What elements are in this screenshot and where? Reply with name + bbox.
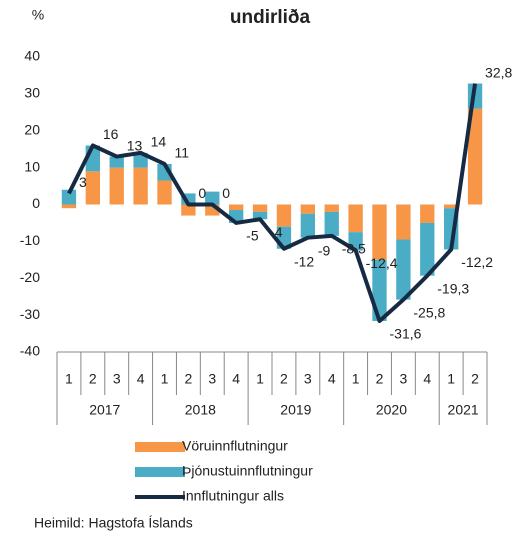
- x-tick-label: 1: [65, 371, 73, 387]
- bar: [181, 193, 196, 205]
- x-tick-label: 2: [184, 371, 192, 387]
- y-tick-label: -40: [20, 343, 40, 359]
- data-label: 0: [198, 185, 206, 201]
- legend-swatch: [135, 442, 185, 452]
- data-label: -12,4: [366, 255, 398, 271]
- bar: [276, 204, 292, 227]
- bar: [348, 204, 363, 233]
- data-label: 3: [79, 174, 87, 190]
- y-tick-label: 0: [32, 195, 40, 211]
- x-tick-label: 1: [256, 371, 264, 387]
- source: Heimild: Hagstofa Íslands: [34, 515, 193, 531]
- bar: [300, 213, 315, 238]
- x-tick-label: 4: [328, 371, 336, 387]
- y-tick-label: -30: [20, 306, 40, 322]
- x-tick-label: 3: [304, 371, 312, 387]
- bar: [420, 222, 435, 276]
- legend-label: Þjónustuinnflutningur: [182, 463, 313, 479]
- bar: [252, 211, 268, 220]
- bar: [252, 204, 268, 212]
- x-tick-label: 3: [113, 371, 121, 387]
- y-tick-label: -10: [20, 232, 40, 248]
- bar: [324, 204, 339, 212]
- x-tick-label: 2: [376, 371, 384, 387]
- data-label: 32,8: [485, 64, 512, 80]
- legend-label: Innflutningur alls: [182, 488, 284, 504]
- data-label: 13: [127, 137, 143, 153]
- x-group-label: 2017: [89, 402, 120, 418]
- x-group-label: 2021: [448, 402, 479, 418]
- data-label: 14: [151, 134, 167, 150]
- data-label: 0: [222, 185, 230, 201]
- bar: [444, 204, 459, 209]
- y-tick-label: 30: [24, 85, 40, 101]
- bar: [157, 180, 172, 205]
- data-label: -4: [270, 224, 283, 240]
- data-label: 11: [175, 145, 190, 161]
- bar: [61, 189, 77, 205]
- y-tick-label: 20: [24, 121, 40, 137]
- bar: [109, 167, 124, 205]
- x-tick-label: 1: [352, 371, 360, 387]
- bar: [372, 204, 387, 260]
- bar: [324, 211, 339, 236]
- x-tick-label: 4: [232, 371, 240, 387]
- data-label: -8,5: [342, 241, 366, 257]
- bar: [85, 171, 100, 205]
- y-axis-label: %: [32, 7, 44, 23]
- y-tick-label: 40: [24, 48, 40, 64]
- bar: [205, 191, 220, 205]
- data-label: -12,2: [461, 254, 493, 270]
- x-group-label: 2018: [185, 402, 216, 418]
- bar: [300, 204, 315, 214]
- x-tick-label: 2: [280, 371, 288, 387]
- legend-label: Vöruinnflutningur: [182, 438, 288, 454]
- x-tick-label: 1: [161, 371, 169, 387]
- y-tick-label: -20: [20, 269, 40, 285]
- bar: [420, 204, 435, 223]
- data-label: -25,8: [413, 304, 445, 320]
- bar: [109, 156, 124, 168]
- bar: [133, 167, 148, 205]
- x-tick-label: 2: [471, 371, 479, 387]
- bar: [61, 204, 77, 209]
- x-tick-label: 1: [447, 371, 455, 387]
- bar: [205, 204, 220, 216]
- chart-title: undirliða: [230, 7, 311, 28]
- data-label: -9: [318, 242, 331, 258]
- x-tick-label: 3: [399, 371, 407, 387]
- bar: [229, 204, 244, 211]
- x-tick-label: 4: [423, 371, 431, 387]
- data-label: -12: [294, 253, 314, 269]
- legend-swatch: [135, 467, 185, 477]
- x-tick-label: 4: [137, 371, 145, 387]
- x-tick-label: 2: [89, 371, 97, 387]
- data-label: -5: [246, 228, 259, 244]
- data-label: 16: [103, 126, 119, 142]
- x-group-label: 2020: [376, 402, 407, 418]
- data-label: -19,3: [437, 280, 469, 296]
- bar: [396, 239, 411, 300]
- x-group-label: 2019: [280, 402, 311, 418]
- bar: [181, 204, 196, 216]
- bar: [396, 204, 411, 240]
- y-tick-label: 10: [24, 158, 40, 174]
- data-label: -31,6: [390, 326, 422, 342]
- total-line: [67, 83, 478, 324]
- bar: [467, 108, 483, 205]
- x-tick-label: 3: [208, 371, 216, 387]
